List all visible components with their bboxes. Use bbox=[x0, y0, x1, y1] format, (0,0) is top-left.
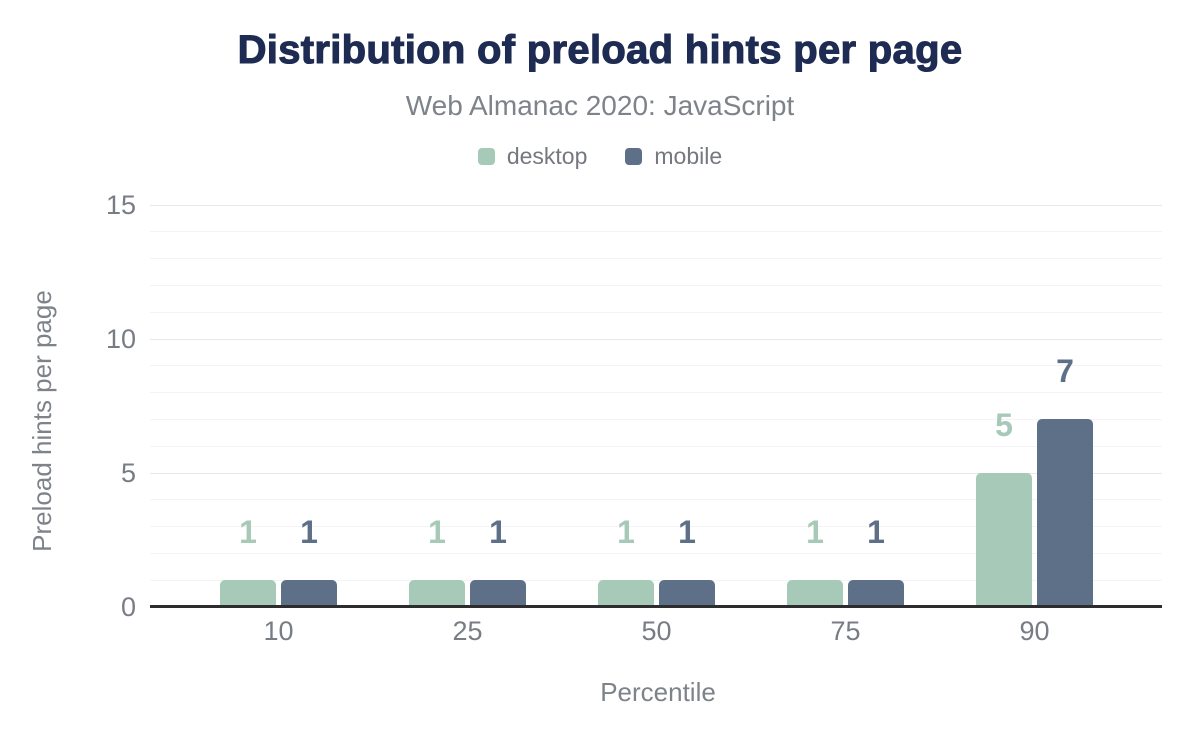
legend-swatch-mobile-icon bbox=[625, 147, 643, 165]
bar-desktop-p10[interactable] bbox=[220, 580, 276, 607]
gridline-y-2 bbox=[150, 552, 1162, 554]
bar-mobile-p75[interactable] bbox=[848, 580, 904, 607]
y-tick-10: 10 bbox=[105, 324, 136, 354]
gridline-y-15 bbox=[150, 204, 1162, 206]
bar-value-desktop-p90: 5 bbox=[995, 407, 1013, 443]
bar-mobile-p10[interactable] bbox=[281, 580, 337, 607]
gridline-y-6 bbox=[150, 445, 1162, 447]
bar-mobile-p50[interactable] bbox=[659, 580, 715, 607]
bar-value-desktop-p50: 1 bbox=[617, 514, 635, 551]
gridline-y-9 bbox=[150, 365, 1162, 367]
chart-subtitle: Web Almanac 2020: JavaScript bbox=[405, 90, 795, 121]
x-axis-title: Percentile bbox=[600, 677, 716, 707]
x-axis-line bbox=[150, 605, 1162, 608]
y-axis-title: Preload hints per page bbox=[27, 290, 57, 552]
gridline-y-1 bbox=[150, 579, 1162, 581]
bar-mobile-p90[interactable] bbox=[1037, 419, 1093, 607]
x-tick-75: 75 bbox=[830, 616, 861, 646]
bar-value-desktop-p25: 1 bbox=[428, 514, 446, 551]
bar-desktop-p25[interactable] bbox=[409, 580, 465, 607]
bar-value-mobile-p90: 7 bbox=[1056, 353, 1074, 390]
bar-value-mobile-p25: 1 bbox=[489, 514, 507, 551]
bar-desktop-p90[interactable] bbox=[976, 473, 1032, 607]
x-tick-90: 90 bbox=[1019, 616, 1050, 646]
y-tick-5: 5 bbox=[120, 458, 136, 488]
legend-swatch-desktop-icon bbox=[477, 147, 495, 165]
gridline-y-11 bbox=[150, 311, 1162, 313]
bar-desktop-p50[interactable] bbox=[598, 580, 654, 607]
y-tick-15: 15 bbox=[105, 190, 136, 220]
x-tick-50: 50 bbox=[641, 616, 672, 646]
bar-mobile-p25[interactable] bbox=[470, 580, 526, 607]
legend-item-desktop: desktop bbox=[477, 142, 588, 170]
bar-value-mobile-p10: 1 bbox=[300, 514, 318, 551]
gridline-y-13 bbox=[150, 258, 1162, 260]
gridline-y-4 bbox=[150, 499, 1162, 501]
legend-item-mobile: mobile bbox=[625, 143, 722, 170]
chart-title: Distribution of preload hints per page bbox=[237, 27, 963, 72]
gridline-y-7 bbox=[150, 418, 1162, 420]
legend: desktop mobile bbox=[0, 143, 1200, 169]
plot-area: 1 1 1 1 1 1 1 1 5 7 bbox=[150, 204, 1162, 608]
bar-value-desktop-p10: 1 bbox=[239, 514, 257, 551]
bar-value-mobile-p50: 1 bbox=[678, 514, 696, 551]
gridline-y-8 bbox=[150, 392, 1162, 394]
bar-value-mobile-p75: 1 bbox=[867, 514, 885, 551]
legend-label-desktop: desktop bbox=[506, 142, 588, 169]
gridline-y-5 bbox=[150, 472, 1162, 474]
x-tick-10: 10 bbox=[263, 616, 294, 646]
gridline-y-12 bbox=[150, 284, 1162, 286]
gridline-y-10 bbox=[150, 338, 1162, 340]
y-tick-0: 0 bbox=[120, 592, 136, 622]
bar-desktop-p75[interactable] bbox=[787, 580, 843, 607]
gridline-y-14 bbox=[150, 231, 1162, 233]
gridline-y-3 bbox=[150, 526, 1162, 528]
bar-value-desktop-p75: 1 bbox=[806, 514, 824, 551]
legend-label-mobile: mobile bbox=[654, 142, 723, 169]
x-tick-25: 25 bbox=[452, 616, 483, 646]
